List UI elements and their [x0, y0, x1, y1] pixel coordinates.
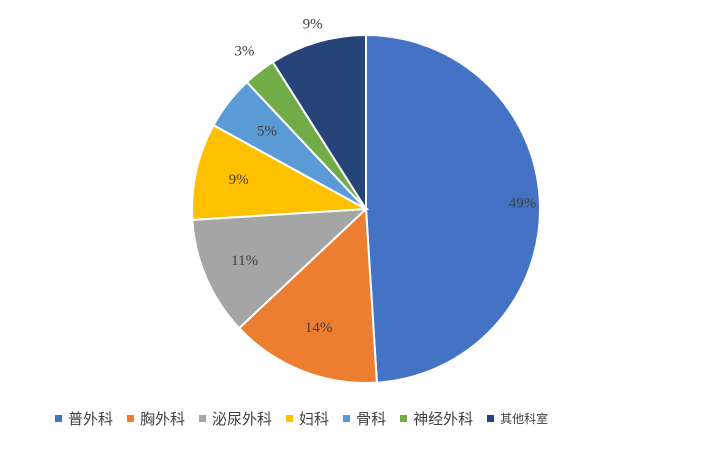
legend-swatch — [343, 415, 351, 422]
legend-swatch — [286, 415, 294, 422]
data-label: 3% — [234, 44, 254, 60]
legend-label: 神经外科 — [413, 410, 474, 428]
data-label: 49% — [509, 196, 537, 212]
pie-slice — [237, 206, 378, 384]
legend-label: 普外科 — [68, 410, 114, 428]
legend-swatch — [199, 415, 207, 422]
legend: 普外科 胸外科 泌尿外科 妇科 骨科 神经外科 其他科室 — [55, 408, 548, 429]
legend-label: 妇科 — [299, 410, 330, 428]
data-label: 9% — [303, 17, 323, 33]
legend-item: 其他科室 — [487, 410, 548, 427]
legend-swatch — [55, 415, 62, 422]
legend-item: 神经外科 — [400, 408, 473, 429]
legend-swatch — [400, 415, 408, 422]
legend-label: 其他科室 — [500, 412, 549, 426]
legend-item: 胸外科 — [127, 408, 185, 429]
pie-slice — [271, 33, 367, 213]
pie-slice — [191, 207, 369, 330]
legend-swatch — [487, 415, 495, 422]
legend-label: 胸外科 — [140, 410, 186, 428]
data-label: 5% — [257, 124, 277, 140]
legend-item: 普外科 — [55, 408, 113, 429]
legend-label: 骨科 — [356, 410, 387, 428]
data-label: 9% — [229, 172, 249, 188]
pie-slice — [191, 123, 370, 221]
data-label: 11% — [231, 253, 258, 269]
legend-item: 妇科 — [286, 408, 329, 429]
pie-slice — [365, 33, 542, 384]
data-label: 14% — [305, 320, 333, 336]
legend-item: 泌尿外科 — [199, 408, 272, 429]
legend-item: 骨科 — [343, 408, 386, 429]
legend-swatch — [127, 415, 135, 422]
legend-label: 泌尿外科 — [212, 410, 273, 428]
